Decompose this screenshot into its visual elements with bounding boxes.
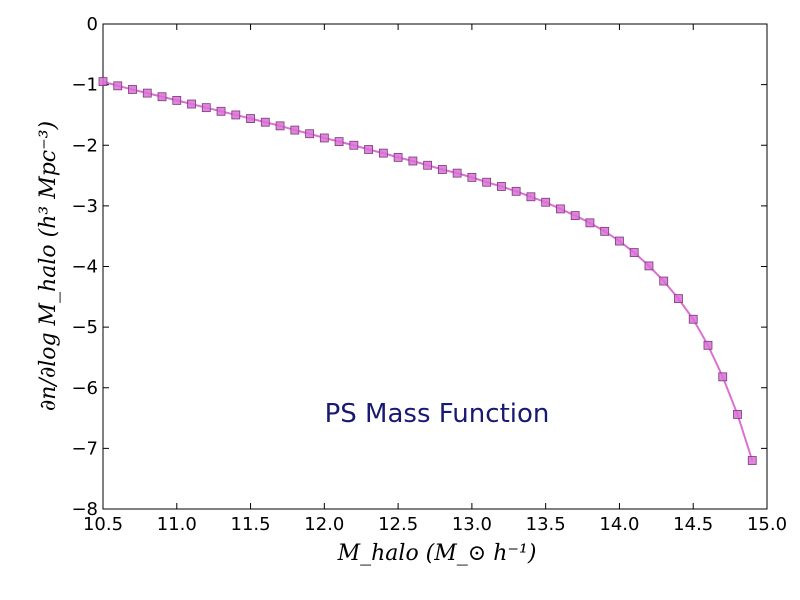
- y-tick-label: −5: [71, 317, 98, 338]
- data-point: [674, 294, 683, 304]
- data-point: [585, 218, 595, 228]
- data-point: [246, 114, 255, 123]
- x-tick-label: 11.0: [157, 514, 197, 535]
- data-point: [290, 125, 300, 135]
- x-tick-label: 13.5: [526, 514, 566, 535]
- data-point: [319, 133, 329, 143]
- data-point: [201, 103, 211, 113]
- data-point: [157, 92, 167, 102]
- data-point: [541, 197, 551, 207]
- data-point: [113, 81, 123, 91]
- y-tick-label: −1: [71, 75, 98, 96]
- y-tick-label: −2: [71, 135, 98, 156]
- data-point: [98, 77, 108, 86]
- y-tick-label: −8: [71, 499, 98, 520]
- data-point: [275, 121, 285, 131]
- data-point: [526, 192, 536, 202]
- data-point: [231, 110, 241, 120]
- data-point: [187, 99, 196, 109]
- y-tick-label: 0: [87, 14, 98, 35]
- data-point: [747, 456, 757, 465]
- y-axis: 0 −1 −2 −3 −4 −5 −6 −7 −8: [71, 14, 767, 520]
- data-point: [718, 372, 728, 382]
- x-tick-label: 12.0: [304, 514, 344, 535]
- data-point: [556, 204, 565, 214]
- y-axis-label: ∂n/∂log M_halo (h³ Mpc⁻³): [36, 121, 61, 411]
- data-point: [511, 186, 521, 196]
- annotation-label: PS Mass Function: [325, 399, 550, 429]
- data-point: [452, 168, 462, 178]
- data-point: [349, 140, 359, 150]
- data-point: [393, 152, 403, 162]
- data-point: [703, 340, 713, 350]
- x-tick-label: 11.5: [231, 514, 271, 535]
- data-point: [364, 145, 374, 154]
- data-point: [128, 85, 137, 94]
- data-point: [142, 88, 152, 98]
- y-tick-label: −7: [71, 438, 98, 459]
- data-point: [216, 106, 226, 116]
- data-point: [305, 129, 314, 139]
- x-tick-label: 14.5: [673, 514, 713, 535]
- data-point: [467, 172, 477, 182]
- plot-frame: [102, 23, 768, 510]
- data-point: [659, 276, 669, 286]
- data-point: [260, 117, 270, 127]
- x-tick-label: 10.5: [83, 514, 123, 535]
- data-point: [733, 410, 742, 419]
- data-point: [644, 261, 654, 271]
- data-point: [423, 160, 433, 170]
- data-point: [172, 95, 182, 105]
- data-point: [570, 211, 580, 220]
- x-axis-label: M_halo (M_⊙ h⁻¹): [337, 541, 537, 566]
- data-point: [482, 177, 492, 187]
- x-tick-label: 14.0: [599, 514, 639, 535]
- x-axis: 10.5 11.0 11.5 12.0 12.5 13.0 13.5 14.0 14.5 15.0: [83, 24, 787, 535]
- x-tick-label: 12.5: [378, 514, 418, 535]
- y-tick-label: −3: [71, 196, 98, 217]
- x-tick-label: 15.0: [747, 514, 787, 535]
- data-point: [615, 236, 624, 246]
- data-point: [629, 248, 639, 257]
- data-point: [378, 148, 388, 158]
- data-point: [408, 156, 418, 166]
- data-point: [496, 182, 506, 191]
- y-tick-label: −6: [71, 378, 98, 399]
- data-point: [437, 165, 447, 174]
- data-point: [688, 314, 698, 324]
- series-layer: [98, 77, 757, 465]
- x-tick-label: 13.0: [452, 514, 492, 535]
- y-tick-label: −4: [71, 257, 98, 278]
- data-point: [334, 137, 344, 147]
- data-point: [600, 226, 610, 236]
